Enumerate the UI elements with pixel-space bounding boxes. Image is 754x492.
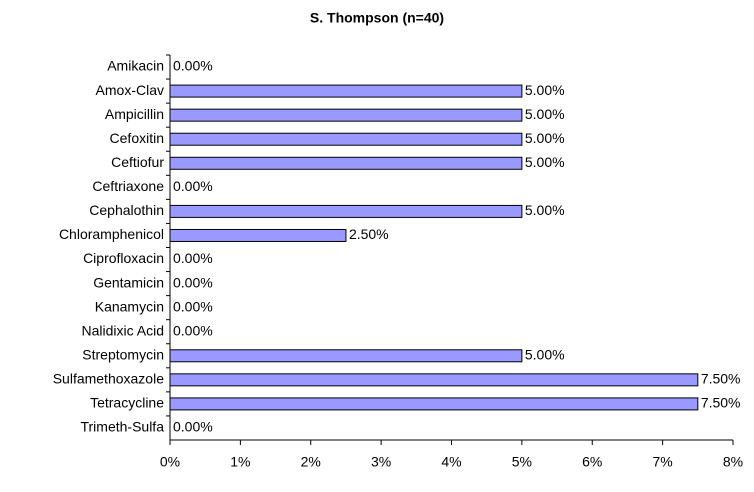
data-label: 0.00% [173, 298, 213, 314]
y-tick-label: Amox-Clav [96, 82, 164, 98]
bar [169, 228, 347, 242]
y-tick-label: Cefoxitin [110, 130, 164, 146]
y-tick-label: Amikacin [107, 58, 164, 74]
bar [169, 349, 523, 363]
bar [169, 204, 523, 218]
y-tick-label: Sulfamethoxazole [53, 371, 165, 387]
bar [169, 156, 523, 170]
bar [169, 373, 699, 387]
bar [169, 108, 523, 122]
y-tick-label: Tetracycline [90, 395, 164, 411]
x-tick-label: 5% [512, 454, 532, 470]
y-tick-label: Nalidixic Acid [82, 322, 164, 338]
data-label: 0.00% [173, 322, 213, 338]
data-label: 5.00% [525, 202, 565, 218]
data-label: 0.00% [173, 58, 213, 74]
x-tick-label: 7% [653, 454, 673, 470]
y-tick-label: Ciprofloxacin [83, 250, 164, 266]
data-label: 5.00% [525, 346, 565, 362]
data-label: 0.00% [173, 274, 213, 290]
x-tick-label: 8% [723, 454, 743, 470]
data-label: 0.00% [173, 250, 213, 266]
bar [169, 397, 699, 411]
y-tick-label: Cephalothin [89, 202, 164, 218]
data-label: 0.00% [173, 419, 213, 435]
y-tick-label: Gentamicin [93, 274, 164, 290]
x-tick-label: 2% [301, 454, 321, 470]
y-tick-label: Ampicillin [105, 106, 164, 122]
x-tick-label: 0% [160, 454, 180, 470]
x-tick-label: 4% [441, 454, 461, 470]
y-tick-label: Chloramphenicol [59, 226, 164, 242]
x-tick-label: 6% [582, 454, 602, 470]
x-tick-label: 1% [230, 454, 250, 470]
x-tick-label: 3% [371, 454, 391, 470]
data-label: 0.00% [173, 178, 213, 194]
y-tick-label: Streptomycin [82, 346, 164, 362]
data-label: 5.00% [525, 82, 565, 98]
bar [169, 84, 523, 98]
data-label: 5.00% [525, 154, 565, 170]
data-label: 5.00% [525, 106, 565, 122]
bar [169, 132, 523, 146]
data-label: 7.50% [701, 371, 741, 387]
data-label: 5.00% [525, 130, 565, 146]
data-label: 7.50% [701, 395, 741, 411]
y-tick-label: Trimeth-Sulfa [80, 419, 164, 435]
y-tick-label: Kanamycin [95, 298, 164, 314]
y-tick-label: Ceftiofur [111, 154, 164, 170]
y-tick-label: Ceftriaxone [92, 178, 164, 194]
chart-title: S. Thompson (n=40) [310, 10, 444, 26]
data-label: 2.50% [349, 226, 389, 242]
